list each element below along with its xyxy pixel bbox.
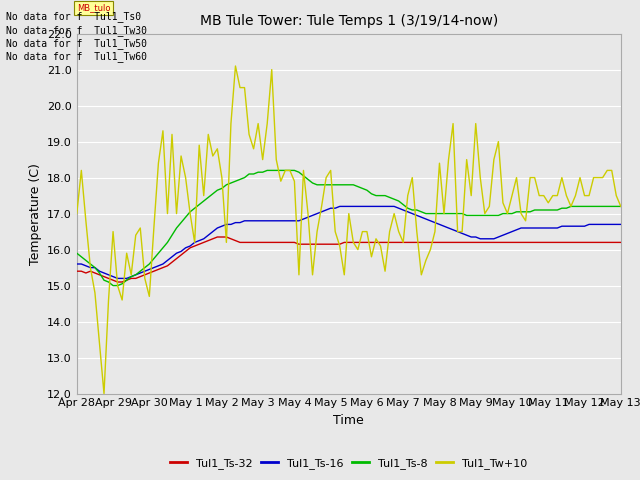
Y-axis label: Temperature (C): Temperature (C) xyxy=(29,163,42,264)
Legend: Tul1_Ts-32, Tul1_Ts-16, Tul1_Ts-8, Tul1_Tw+10: Tul1_Ts-32, Tul1_Ts-16, Tul1_Ts-8, Tul1_… xyxy=(166,453,532,473)
Text: No data for f  Tul1_Ts0: No data for f Tul1_Ts0 xyxy=(6,11,141,22)
Text: No data for f  Tul1_Tw50: No data for f Tul1_Tw50 xyxy=(6,38,147,49)
Title: MB Tule Tower: Tule Temps 1 (3/19/14-now): MB Tule Tower: Tule Temps 1 (3/19/14-now… xyxy=(200,14,498,28)
Text: No data for f  Tul1_Tw60: No data for f Tul1_Tw60 xyxy=(6,51,147,62)
Text: MB_tulo: MB_tulo xyxy=(77,3,110,12)
X-axis label: Time: Time xyxy=(333,414,364,427)
Text: No data for f  Tul1_Tw30: No data for f Tul1_Tw30 xyxy=(6,24,147,36)
